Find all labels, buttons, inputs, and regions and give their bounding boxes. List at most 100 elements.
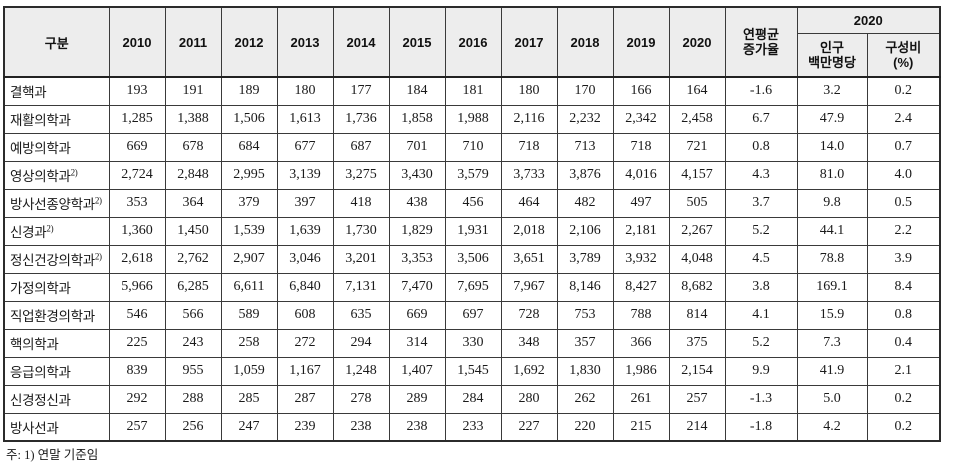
year-value-cell-2014: 687 (332, 132, 390, 162)
table-row: 영상의학과2) 2,724 2,848 2,995 3,139 3,275 3,… (3, 160, 941, 190)
year-value-cell-2010: 5,966 (108, 272, 166, 302)
year-value-cell-2017: 3,733 (500, 160, 558, 190)
year-value-cell-2016: 284 (444, 384, 502, 414)
avg-growth-cell: 4.1 (724, 300, 798, 330)
row-label-text: 정신건강의학과 (10, 253, 95, 268)
col-header-year-2017: 2017 (500, 6, 558, 78)
share-line2: (%) (893, 54, 914, 70)
per-million-cell: 3.2 (796, 76, 868, 106)
year-value-cell-2020: 2,458 (668, 104, 726, 134)
year-value-cell-2017: 2,018 (500, 216, 558, 246)
year-value-cell-2017: 227 (500, 412, 558, 442)
year-value-cell-2011: 256 (164, 412, 222, 442)
year-value-cell-2011: 288 (164, 384, 222, 414)
col-group-header-2020: 2020 (796, 6, 941, 34)
year-value-cell-2016: 1,545 (444, 356, 502, 386)
year-value-cell-2011: 191 (164, 76, 222, 106)
row-label-footnote-mark: 2) (94, 251, 102, 262)
year-value-cell-2012: 1,539 (220, 216, 278, 246)
year-value-cell-2015: 314 (388, 328, 446, 358)
col-header-per-million: 인구 백만명당 (796, 32, 868, 78)
table-row: 가정의학과 5,966 6,285 6,611 6,840 7,131 7,47… (3, 272, 941, 302)
year-value-cell-2020: 4,048 (668, 244, 726, 274)
year-value-cell-2013: 1,613 (276, 104, 334, 134)
row-label-text: 핵의학과 (10, 337, 59, 352)
year-value-cell-2011: 6,285 (164, 272, 222, 302)
year-value-cell-2018: 262 (556, 384, 614, 414)
share-cell: 8.4 (866, 272, 941, 302)
year-value-cell-2010: 193 (108, 76, 166, 106)
row-label-text: 영상의학과 (10, 169, 71, 184)
year-value-cell-2020: 814 (668, 300, 726, 330)
year-value-cell-2014: 278 (332, 384, 390, 414)
year-value-cell-2018: 1,830 (556, 356, 614, 386)
year-value-cell-2019: 2,181 (612, 216, 670, 246)
year-value-cell-2015: 1,829 (388, 216, 446, 246)
share-cell: 0.4 (866, 328, 941, 358)
year-value-cell-2013: 677 (276, 132, 334, 162)
year-value-cell-2018: 220 (556, 412, 614, 442)
row-label-cell: 정신건강의학과2) (3, 244, 110, 274)
avg-growth-cell: 3.8 (724, 272, 798, 302)
year-value-cell-2020: 2,267 (668, 216, 726, 246)
year-value-cell-2015: 289 (388, 384, 446, 414)
year-value-cell-2019: 4,016 (612, 160, 670, 190)
year-value-cell-2016: 181 (444, 76, 502, 106)
year-value-cell-2010: 546 (108, 300, 166, 330)
row-label-text: 신경과 (10, 225, 47, 240)
per-million-cell: 4.2 (796, 412, 868, 442)
year-value-cell-2011: 2,848 (164, 160, 222, 190)
col-header-year-2018: 2018 (556, 6, 614, 78)
year-value-cell-2019: 166 (612, 76, 670, 106)
year-value-cell-2015: 438 (388, 188, 446, 218)
year-value-cell-2013: 272 (276, 328, 334, 358)
year-value-cell-2012: 247 (220, 412, 278, 442)
year-value-cell-2015: 7,470 (388, 272, 446, 302)
year-value-cell-2019: 366 (612, 328, 670, 358)
year-value-cell-2011: 678 (164, 132, 222, 162)
year-value-cell-2016: 3,579 (444, 160, 502, 190)
year-value-cell-2015: 238 (388, 412, 446, 442)
avg-growth-line1: 연평균 (743, 27, 779, 42)
year-value-cell-2013: 1,639 (276, 216, 334, 246)
year-value-cell-2017: 7,967 (500, 272, 558, 302)
row-label-cell: 방사선종양학과2) (3, 188, 110, 218)
year-value-cell-2016: 7,695 (444, 272, 502, 302)
col-header-year-2012: 2012 (220, 6, 278, 78)
year-value-cell-2014: 294 (332, 328, 390, 358)
avg-growth-line2: 증가율 (743, 42, 779, 57)
year-value-cell-2019: 1,986 (612, 356, 670, 386)
year-value-cell-2016: 456 (444, 188, 502, 218)
year-value-cell-2018: 2,106 (556, 216, 614, 246)
year-value-cell-2018: 8,146 (556, 272, 614, 302)
col-header-year-2016: 2016 (444, 6, 502, 78)
year-value-cell-2012: 258 (220, 328, 278, 358)
row-label-text: 방사선과 (10, 420, 59, 436)
year-value-cell-2013: 6,840 (276, 272, 334, 302)
year-value-cell-2013: 180 (276, 76, 334, 106)
table-row: 직업환경의학과 546 566 589 608 635 669 697 728 … (3, 300, 941, 330)
year-value-cell-2010: 839 (108, 356, 166, 386)
row-label-footnote-mark: 2) (94, 195, 102, 206)
table-row: 방사선종양학과2) 353 364 379 397 418 438 456 46… (3, 188, 941, 218)
year-value-cell-2011: 955 (164, 356, 222, 386)
specialists-by-specialty-table-wrap: 구분 2010 2011 2012 2013 2014 2015 2016 20… (3, 6, 942, 442)
year-value-cell-2014: 418 (332, 188, 390, 218)
year-value-cell-2019: 8,427 (612, 272, 670, 302)
per-million-cell: 78.8 (796, 244, 868, 274)
year-value-cell-2017: 1,692 (500, 356, 558, 386)
per-million-cell: 14.0 (796, 132, 868, 162)
avg-growth-cell: -1.3 (724, 384, 798, 414)
year-value-cell-2020: 2,154 (668, 356, 726, 386)
avg-growth-cell: -1.6 (724, 76, 798, 106)
year-value-cell-2018: 170 (556, 76, 614, 106)
year-value-cell-2012: 189 (220, 76, 278, 106)
year-value-cell-2011: 1,450 (164, 216, 222, 246)
year-value-cell-2015: 3,353 (388, 244, 446, 274)
year-value-cell-2010: 225 (108, 328, 166, 358)
year-value-cell-2020: 375 (668, 328, 726, 358)
row-label-cell: 예방의학과 (3, 132, 110, 162)
table-row: 신경과2) 1,360 1,450 1,539 1,639 1,730 1,82… (3, 216, 941, 246)
year-value-cell-2019: 2,342 (612, 104, 670, 134)
per-million-cell: 9.8 (796, 188, 868, 218)
